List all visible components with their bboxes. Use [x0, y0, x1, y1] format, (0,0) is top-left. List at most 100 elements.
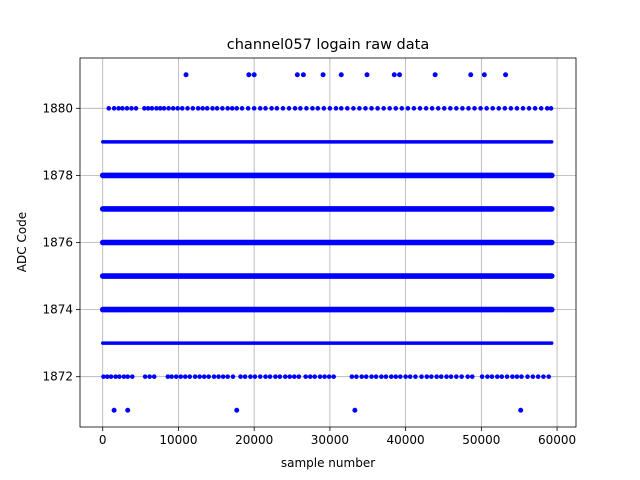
data-point	[407, 374, 413, 379]
data-point	[145, 106, 151, 111]
data-point	[381, 106, 386, 111]
data-point	[101, 374, 106, 379]
data-point	[296, 374, 302, 379]
y-tick-label: 1872	[42, 370, 73, 384]
data-point-outlier	[391, 72, 397, 78]
data-point	[435, 106, 441, 111]
data-point	[369, 374, 374, 379]
data-point	[447, 106, 453, 111]
data-point	[108, 374, 114, 379]
data-point	[525, 374, 530, 379]
data-point-outlier	[503, 72, 509, 78]
data-point	[195, 106, 201, 111]
data-point	[478, 106, 483, 111]
data-point	[192, 374, 198, 379]
data-point	[173, 374, 179, 379]
data-point	[363, 374, 369, 379]
data-point	[399, 106, 405, 111]
data-point	[434, 374, 439, 379]
x-tick-label: 50000	[462, 433, 500, 447]
data-point	[349, 374, 355, 379]
data-point	[469, 374, 475, 379]
data-point	[307, 374, 313, 379]
data-point	[441, 106, 447, 111]
data-point	[417, 106, 423, 111]
data-point	[519, 374, 524, 379]
data-point	[298, 106, 303, 111]
data-point	[129, 374, 135, 379]
data-point	[200, 106, 205, 111]
data-point	[359, 374, 364, 379]
data-point	[484, 106, 489, 111]
data-point	[508, 106, 514, 111]
data-point	[315, 106, 321, 111]
data-point	[157, 106, 163, 111]
data-point	[225, 374, 230, 379]
data-point	[185, 106, 190, 111]
data-point-outlier	[246, 72, 252, 78]
data-point	[338, 106, 344, 111]
data-point	[204, 106, 210, 111]
data-point	[398, 374, 403, 379]
data-point	[197, 374, 202, 379]
data-point-outlier	[251, 72, 257, 78]
data-point	[423, 106, 429, 111]
data-point	[326, 374, 332, 379]
data-point	[117, 374, 122, 379]
data-point	[182, 374, 188, 379]
data-point	[225, 106, 230, 111]
data-point	[532, 106, 538, 111]
data-point	[454, 106, 459, 111]
data-point	[179, 106, 185, 111]
data-point	[429, 374, 434, 379]
data-point	[220, 374, 226, 379]
data-point	[269, 106, 274, 111]
data-point-outlier	[397, 72, 403, 78]
data-point	[448, 374, 454, 379]
data-point	[230, 374, 236, 379]
data-point	[466, 106, 471, 111]
x-tick-label: 20000	[235, 433, 273, 447]
data-point	[273, 374, 278, 379]
data-point	[354, 374, 359, 379]
x-tick-label: 10000	[159, 433, 197, 447]
x-axis-label: sample number	[281, 456, 375, 470]
data-point	[304, 106, 309, 111]
data-point	[120, 106, 125, 111]
data-point	[546, 374, 552, 379]
data-point	[169, 374, 174, 379]
data-point-outlier	[481, 72, 487, 78]
data-point	[369, 106, 374, 111]
data-point	[242, 374, 248, 379]
data-point-outlier	[468, 72, 474, 78]
data-point	[345, 106, 350, 111]
data-point	[351, 106, 356, 111]
data-point	[142, 374, 148, 379]
data-point	[292, 106, 298, 111]
axis-ticks: 0 10000 20000 30000 40000 50000 60000 1872 1874 1…	[42, 101, 576, 447]
data-point	[544, 106, 550, 111]
data-point	[201, 374, 207, 379]
data-point	[363, 106, 368, 111]
data-point	[485, 374, 490, 379]
data-point	[166, 106, 171, 111]
data-point	[234, 106, 240, 111]
data-point	[257, 374, 263, 379]
data-point	[379, 374, 384, 379]
data-point	[286, 106, 292, 111]
data-point	[277, 374, 283, 379]
data-point	[151, 374, 157, 379]
data-point	[375, 106, 380, 111]
data-point	[535, 374, 541, 379]
data-point	[147, 374, 152, 379]
data-point	[499, 374, 505, 379]
data-point	[322, 374, 327, 379]
x-tick-label: 60000	[538, 433, 576, 447]
data-point	[210, 106, 215, 111]
data-point	[520, 106, 526, 111]
data-point	[541, 374, 546, 379]
data-point	[161, 106, 167, 111]
data-point	[460, 106, 465, 111]
